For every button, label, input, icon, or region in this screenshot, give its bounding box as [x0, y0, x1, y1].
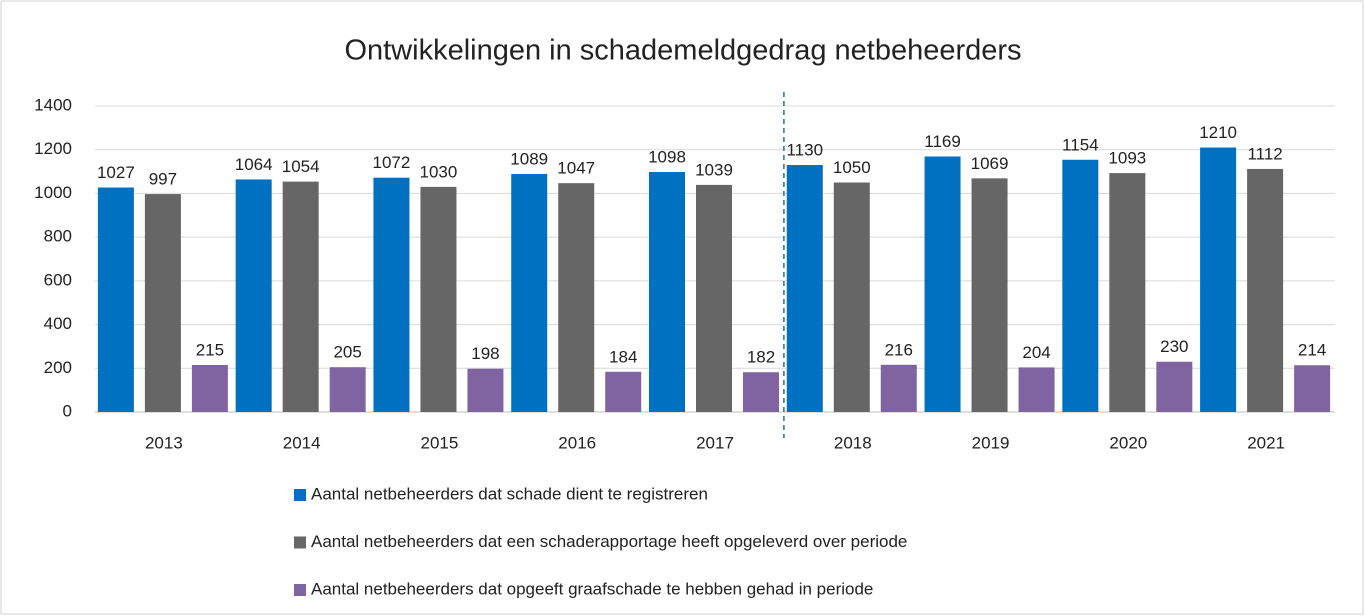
bar	[420, 186, 457, 412]
data-label: 1039	[695, 160, 733, 179]
y-tick-label: 1400	[34, 95, 72, 114]
x-tick-label: 2013	[145, 433, 183, 452]
bar	[880, 364, 917, 412]
y-tick-label: 1200	[34, 139, 72, 158]
x-tick-label: 2017	[696, 433, 734, 452]
x-tick-label: 2019	[972, 433, 1010, 452]
y-tick-label: 600	[44, 270, 72, 289]
bar	[743, 372, 779, 412]
data-label: 215	[196, 340, 224, 359]
data-label: 198	[471, 344, 499, 363]
bar	[329, 367, 366, 412]
bar	[282, 181, 319, 412]
data-label: 1169	[924, 132, 961, 151]
data-label: 1064	[235, 155, 273, 174]
data-label: 1069	[971, 154, 1009, 173]
legend-swatch	[294, 584, 306, 596]
data-label: 1027	[97, 163, 135, 182]
data-label: 1093	[1108, 149, 1146, 168]
data-label: 1098	[648, 147, 686, 166]
bar	[649, 172, 685, 412]
data-label: 1030	[420, 162, 458, 181]
bar	[1156, 361, 1193, 412]
legend-swatch	[294, 536, 306, 549]
legend-swatch	[294, 489, 306, 501]
data-label: 1112	[1247, 144, 1282, 163]
y-tick-label: 0	[63, 401, 72, 420]
data-label: 216	[885, 340, 913, 359]
y-tick-label: 800	[44, 227, 72, 246]
bar	[373, 177, 410, 412]
legend-label: Aantal netbeheerders dat een schaderappo…	[311, 532, 907, 551]
bar	[144, 194, 181, 412]
data-label: 1089	[510, 149, 548, 168]
bar	[511, 173, 548, 412]
x-tick-label: 2014	[283, 433, 321, 452]
data-label: 1072	[373, 153, 411, 172]
legend-label: Aantal netbeheerders dat opgeeft graafsc…	[311, 579, 873, 598]
data-label: 230	[1160, 337, 1188, 356]
bar	[1247, 168, 1284, 412]
data-label: 182	[747, 348, 775, 367]
data-label: 1054	[282, 157, 320, 176]
bar	[786, 165, 823, 412]
y-tick-label: 400	[44, 314, 72, 333]
bar	[605, 371, 642, 412]
legend-label: Aantal netbeheerders dat schade dient te…	[311, 484, 708, 503]
x-tick-label: 2015	[421, 433, 459, 452]
x-tick-label: 2021	[1247, 433, 1285, 452]
data-label: 205	[333, 343, 361, 362]
data-label: 1047	[557, 159, 595, 178]
data-label: 184	[609, 347, 637, 366]
bar	[1062, 159, 1099, 412]
data-label: 1050	[833, 158, 871, 177]
y-tick-label: 1000	[34, 183, 72, 202]
chart-title: Ontwikkelingen in schademeldgedrag netbe…	[344, 35, 1021, 67]
bar	[191, 365, 228, 412]
data-label: 214	[1298, 341, 1326, 360]
data-label: 997	[149, 170, 177, 189]
x-tick-label: 2018	[834, 433, 872, 452]
bar	[1294, 365, 1331, 412]
y-tick-label: 200	[44, 358, 72, 377]
data-label: 1130	[786, 140, 823, 159]
bar	[1018, 367, 1055, 412]
bar	[97, 187, 134, 412]
bar	[1200, 147, 1237, 412]
bar	[971, 178, 1008, 412]
bar	[1109, 173, 1146, 412]
x-tick-label: 2020	[1109, 433, 1147, 452]
data-label: 1210	[1199, 123, 1237, 142]
bar	[924, 156, 961, 412]
bar	[833, 182, 870, 412]
bar	[467, 368, 504, 412]
bar	[696, 184, 732, 412]
x-tick-label: 2016	[558, 433, 596, 452]
bar	[558, 183, 595, 412]
data-label: 1154	[1062, 135, 1099, 154]
bar	[235, 179, 272, 412]
data-label: 204	[1022, 343, 1050, 362]
